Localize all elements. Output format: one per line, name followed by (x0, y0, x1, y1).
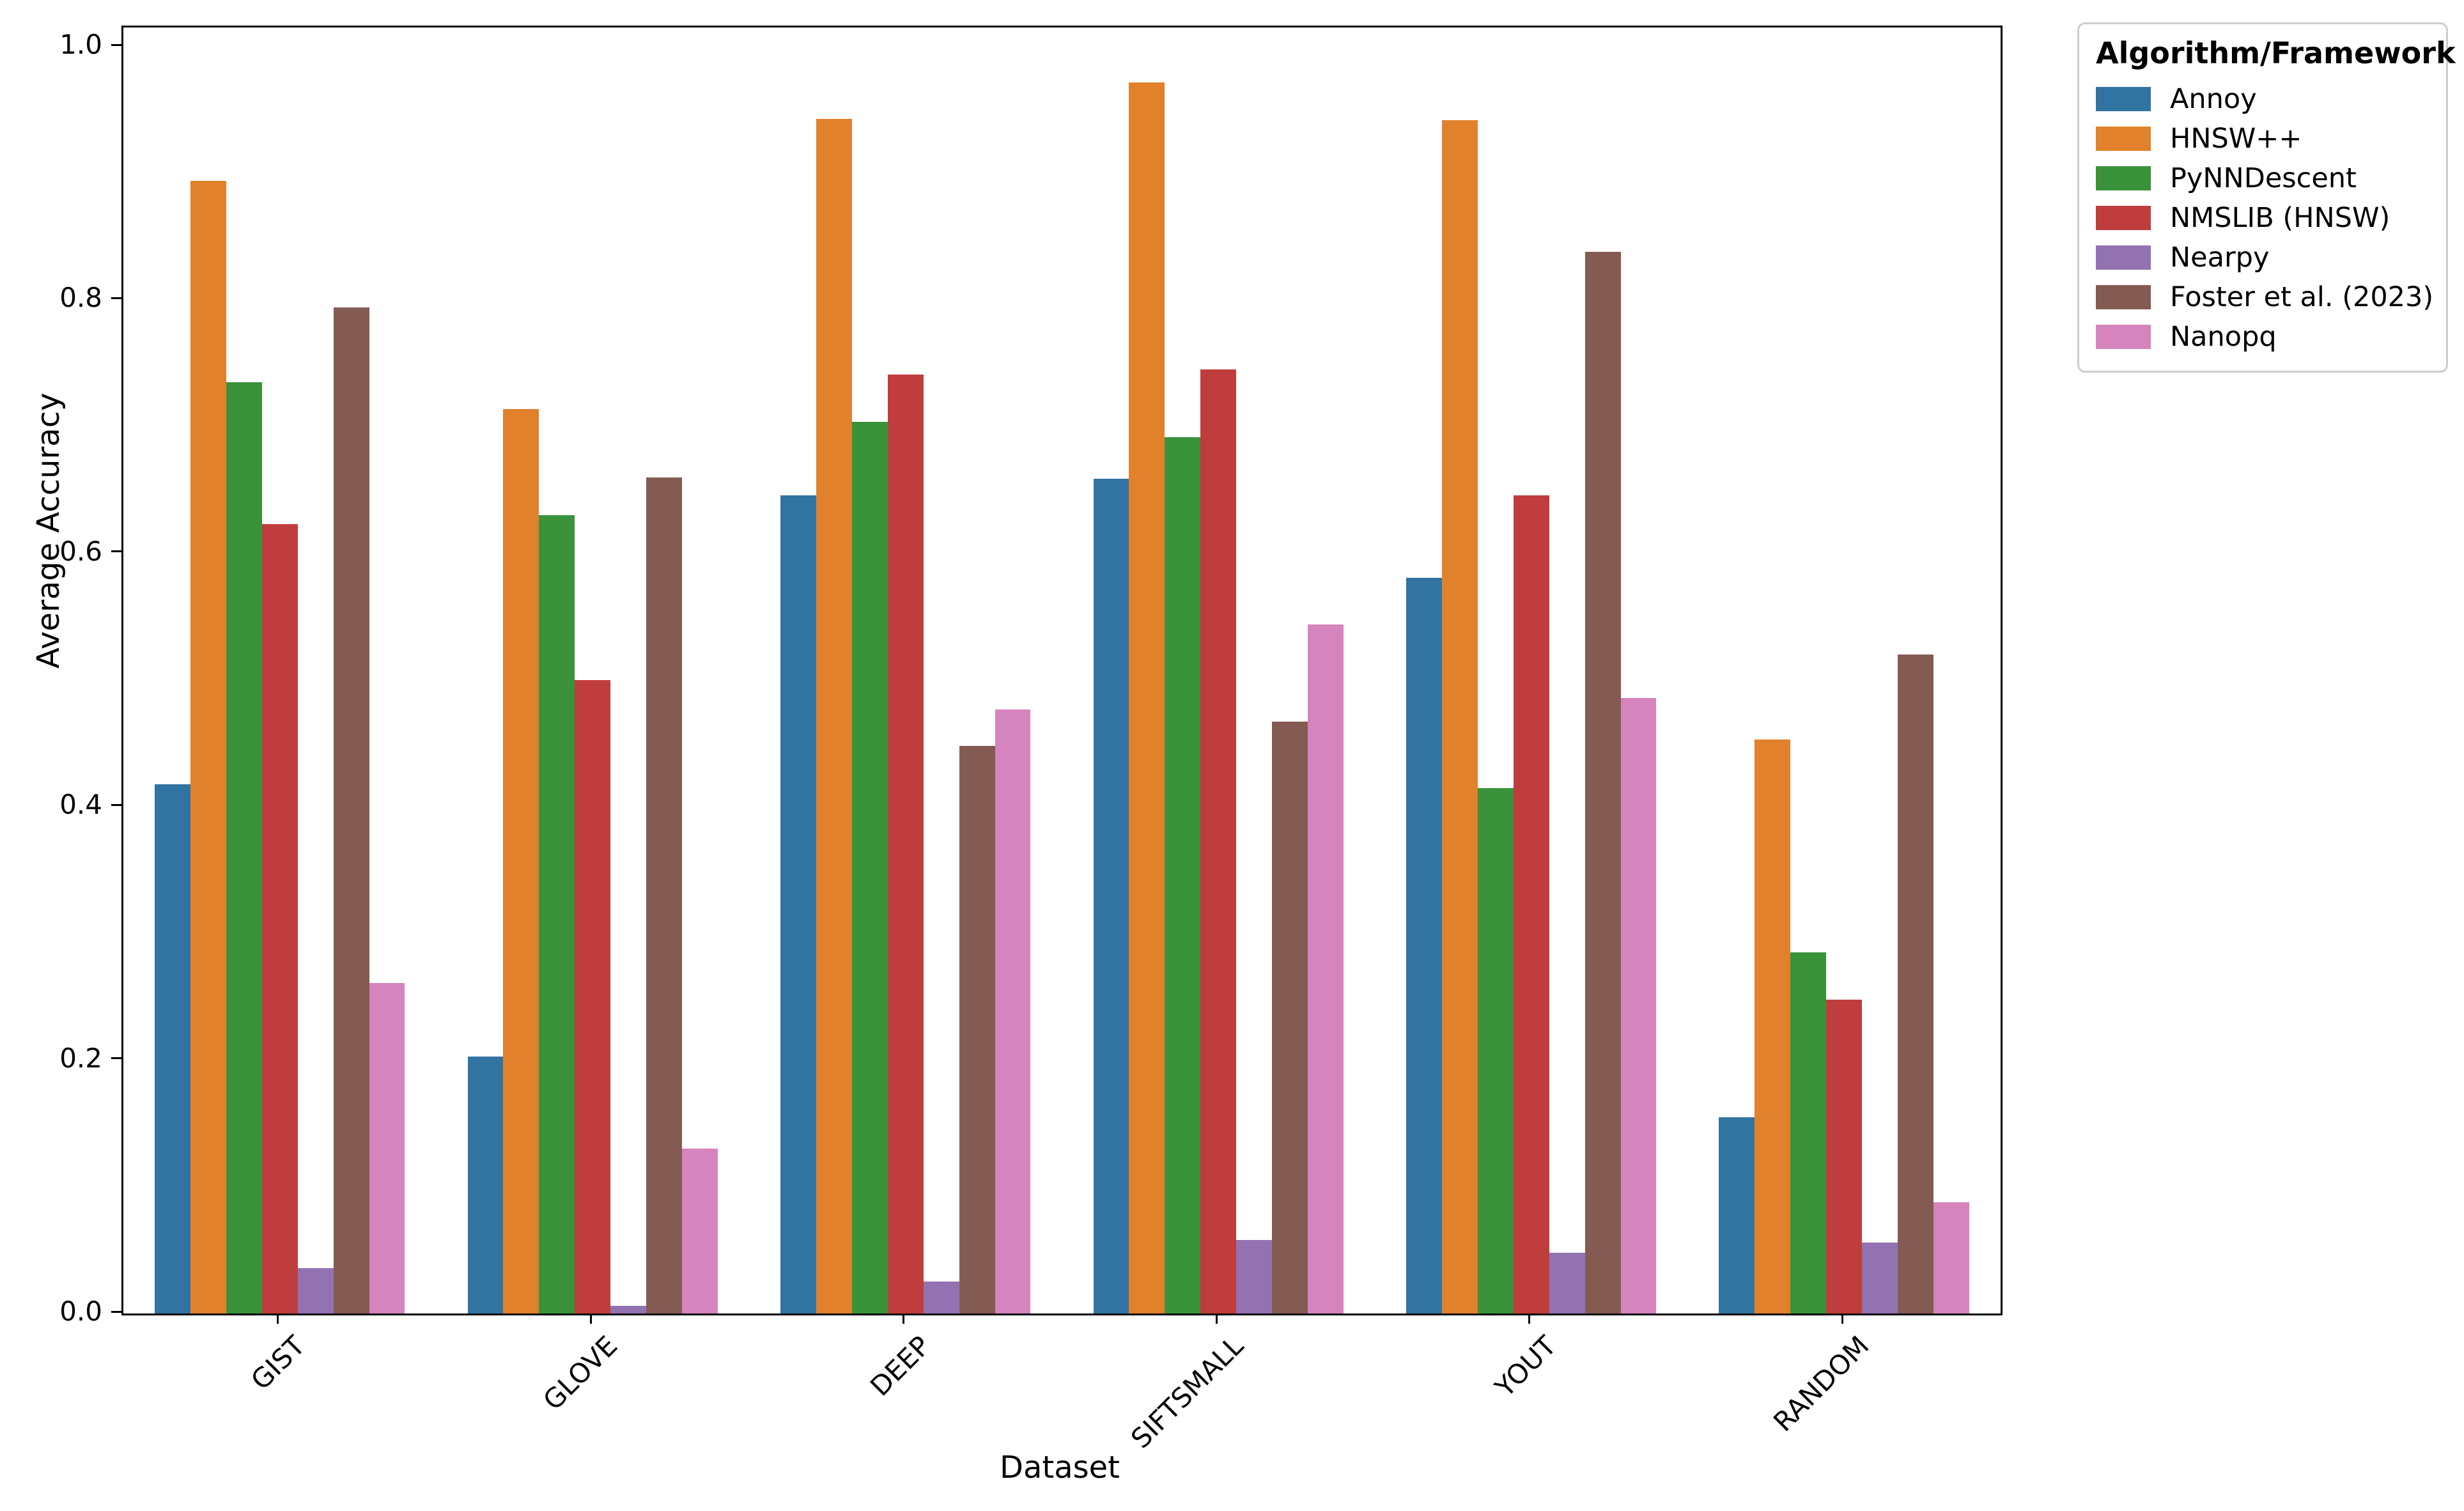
legend-label: PyNNDescent (2170, 162, 2357, 194)
x-tick-label-GLOVE: GLOVE (537, 1329, 624, 1416)
bar-SIFTSMALL-Nearpy (1236, 1240, 1273, 1313)
bar-RANDOM-Nanopq (1933, 1202, 1969, 1313)
bar-SIFTSMALL-Nanopq (1308, 624, 1344, 1313)
legend-swatch-icon (2096, 245, 2151, 270)
bar-GIST-Nearpy (297, 1267, 334, 1313)
legend-entries: Annoy HNSW++ PyNNDescent NMSLIB (HNSW) Nearp… (2096, 79, 2433, 357)
bar-DEEP-HNSW++ (816, 119, 852, 1313)
legend-swatch-icon (2096, 285, 2151, 309)
bar-GIST-NMSLIB (HNSW) (261, 524, 298, 1313)
bar-YOUT-HNSW++ (1441, 120, 1478, 1313)
bar-YOUT-Nanopq (1620, 697, 1657, 1313)
x-tick-mark (1841, 1313, 1843, 1324)
legend-entry-NMSLIB (HNSW): NMSLIB (HNSW) (2096, 198, 2429, 238)
bar-GLOVE-Foster et al. (2023) (646, 477, 683, 1313)
bar-GIST-HNSW++ (190, 181, 226, 1313)
y-tick-label: 0.6 (59, 535, 102, 567)
bar-DEEP-Nearpy (923, 1282, 959, 1313)
bar-GLOVE-NMSLIB (HNSW) (575, 680, 611, 1313)
bar-RANDOM-Annoy (1719, 1117, 1755, 1313)
plot-area (121, 26, 2003, 1315)
legend-title: Algorithm/Framework (2096, 36, 2456, 70)
x-tick-mark (903, 1313, 905, 1324)
legend-entry-Nanopq: Nanopq (2096, 317, 2429, 357)
y-axis-label-container: Average Accuracy (0, 0, 66, 1511)
legend-swatch-icon (2096, 325, 2151, 349)
x-tick-label-YOUT: YOUT (1489, 1329, 1562, 1404)
y-tick-mark (111, 297, 121, 299)
legend-label: NMSLIB (HNSW) (2170, 202, 2390, 234)
y-tick-label: 0.0 (59, 1296, 102, 1327)
x-tick-label-RANDOM: RANDOM (1767, 1329, 1875, 1438)
bar-YOUT-Nearpy (1549, 1252, 1585, 1313)
legend-label: Annoy (2170, 83, 2257, 115)
x-tick-label-DEEP: DEEP (864, 1329, 936, 1402)
legend-swatch-icon (2096, 206, 2151, 230)
bar-RANDOM-PyNNDescent (1790, 952, 1827, 1313)
y-tick-mark (111, 550, 121, 553)
bar-RANDOM-NMSLIB (HNSW) (1826, 999, 1863, 1313)
bar-RANDOM-Nearpy (1862, 1243, 1898, 1313)
legend: Algorithm/Framework Annoy HNSW++ PyNNDesce… (2077, 22, 2456, 373)
bar-GLOVE-Nearpy (610, 1306, 647, 1313)
legend-swatch-icon (2096, 166, 2151, 190)
bar-SIFTSMALL-Annoy (1093, 478, 1129, 1313)
bar-GLOVE-Nanopq (682, 1149, 718, 1313)
bar-DEEP-NMSLIB (HNSW) (887, 375, 924, 1313)
bar-GLOVE-Annoy (467, 1056, 504, 1313)
bar-GIST-Foster et al. (2023) (333, 307, 369, 1313)
y-tick-label: 1.0 (59, 29, 102, 60)
y-tick-label: 0.2 (59, 1042, 102, 1074)
bar-SIFTSMALL-HNSW++ (1129, 82, 1165, 1313)
bar-GIST-Nanopq (369, 982, 405, 1313)
x-tick-mark (1215, 1313, 1218, 1324)
legend-swatch-icon (2096, 127, 2151, 151)
bar-GIST-PyNNDescent (226, 382, 262, 1313)
y-tick-label: 0.4 (59, 789, 102, 821)
bar-DEEP-PyNNDescent (851, 421, 888, 1313)
legend-entry-PyNNDescent: PyNNDescent (2096, 159, 2429, 198)
bar-DEEP-Nanopq (995, 709, 1031, 1313)
y-axis-label: Average Accuracy (31, 392, 66, 669)
bar-RANDOM-HNSW++ (1755, 740, 1791, 1313)
legend-label: Nearpy (2170, 242, 2270, 274)
y-tick-mark (111, 1310, 121, 1313)
bar-DEEP-Annoy (780, 495, 816, 1313)
y-tick-mark (111, 1057, 121, 1060)
bar-SIFTSMALL-NMSLIB (HNSW) (1200, 369, 1237, 1313)
y-tick-mark (111, 43, 121, 46)
legend-entry-Nearpy: Nearpy (2096, 238, 2429, 277)
bar-RANDOM-Foster et al. (2023) (1898, 655, 1934, 1313)
x-tick-label-GIST: GIST (244, 1329, 311, 1397)
bar-GLOVE-HNSW++ (503, 408, 539, 1313)
legend-entry-HNSW++: HNSW++ (2096, 119, 2429, 159)
x-tick-mark (277, 1313, 279, 1324)
y-tick-label: 0.8 (59, 282, 102, 314)
bar-YOUT-Foster et al. (2023) (1585, 252, 1621, 1313)
legend-entry-Annoy: Annoy (2096, 79, 2429, 119)
bar-YOUT-NMSLIB (HNSW) (1513, 495, 1549, 1313)
x-tick-mark (1528, 1313, 1531, 1324)
bar-GLOVE-PyNNDescent (539, 515, 575, 1313)
bar-YOUT-Annoy (1406, 577, 1442, 1313)
x-axis-label: Dataset (1000, 1450, 1120, 1485)
bar-SIFTSMALL-PyNNDescent (1165, 437, 1201, 1313)
x-tick-label-SIFTSMALL: SIFTSMALL (1124, 1329, 1250, 1455)
legend-swatch-icon (2096, 87, 2151, 111)
legend-label: Nanopq (2170, 321, 2277, 353)
bar-DEEP-Foster et al. (2023) (959, 746, 995, 1313)
legend-label: Foster et al. (2023) (2170, 281, 2434, 313)
y-tick-mark (111, 803, 121, 806)
legend-entry-Foster et al. (2023): Foster et al. (2023) (2096, 277, 2433, 317)
legend-label: HNSW++ (2170, 123, 2302, 155)
bar-SIFTSMALL-Foster et al. (2023) (1272, 722, 1308, 1313)
bar-GIST-Annoy (154, 784, 190, 1313)
bar-YOUT-PyNNDescent (1477, 787, 1514, 1313)
x-tick-mark (589, 1313, 592, 1324)
